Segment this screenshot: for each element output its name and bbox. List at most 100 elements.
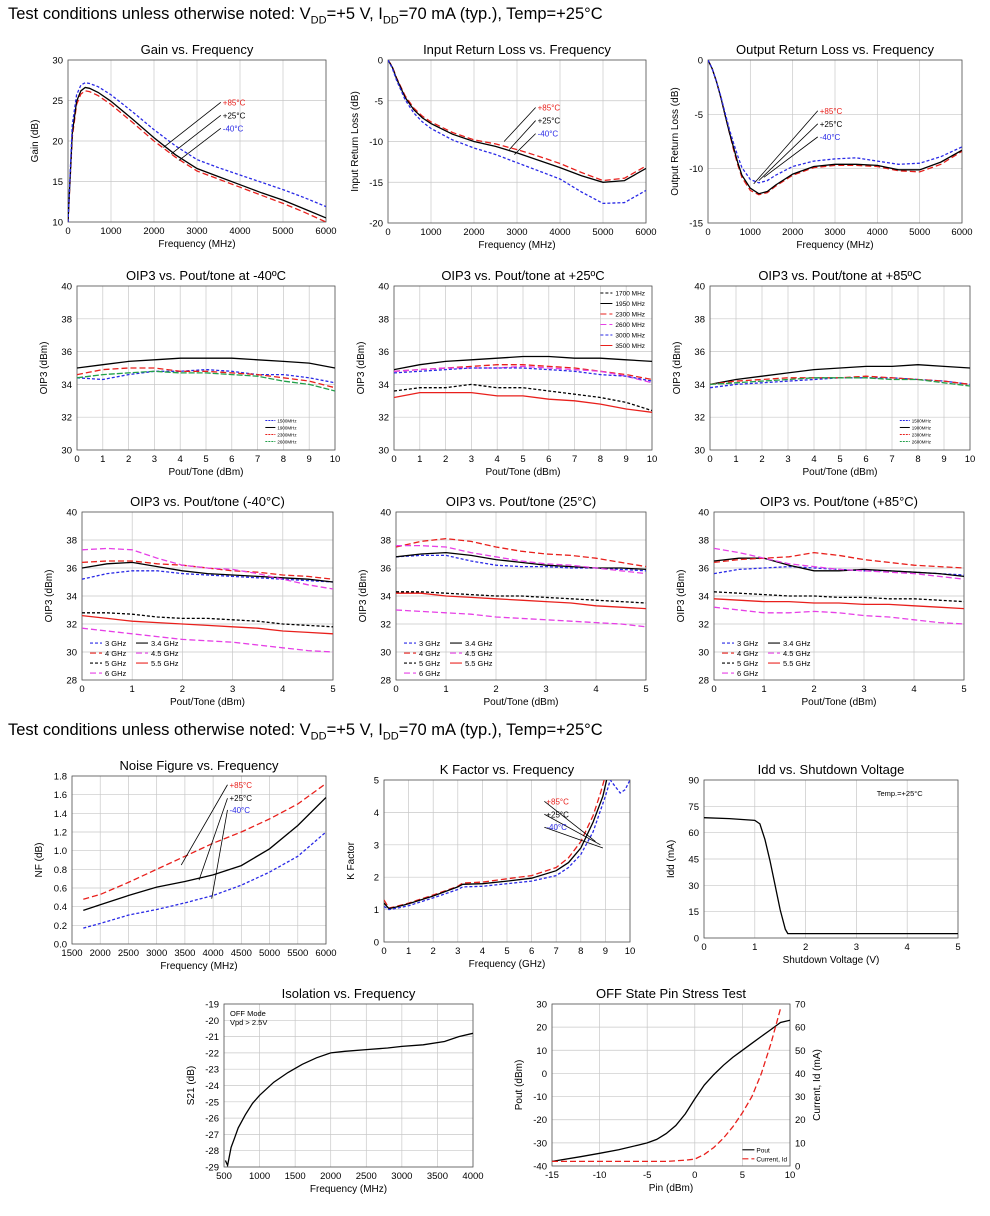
series-line-5	[396, 592, 646, 610]
x-tick-label: 4	[495, 454, 500, 465]
legend-label: 3.4 GHz	[783, 639, 811, 648]
x-tick-label: 3	[455, 946, 460, 957]
y-tick-label: 30	[61, 446, 72, 457]
x-tick-label: 5	[955, 942, 960, 953]
legend-label: 2300 MHz	[615, 312, 645, 319]
chart-title: Output Return Loss vs. Frequency	[736, 42, 934, 57]
y-tick-label: 0.6	[54, 884, 67, 895]
y-tick-label: 2	[374, 873, 379, 884]
x-tick-label: 3	[469, 454, 474, 465]
y-tick-label: 45	[688, 855, 699, 866]
x-tick-label: 3000	[391, 1171, 412, 1182]
gain-vs-frequency-chart: Gain vs. Frequency 0 1000 2000 3000 4000 5000 6…	[30, 42, 337, 250]
x-tick-label: 6	[863, 454, 868, 465]
x-tick-label: 1	[752, 942, 757, 953]
series-line-0	[77, 368, 335, 384]
chart-title: OIP3 vs. Pout/tone (+85°C)	[760, 494, 918, 509]
series-line-0	[388, 60, 646, 182]
annotation-label: Temp.=+25°C	[877, 789, 924, 798]
x-tick-label: 5000	[909, 227, 930, 238]
series-line-1	[388, 60, 646, 183]
y-tick-label: 1.6	[54, 790, 67, 801]
annotation-label: +85°C	[229, 781, 252, 790]
y-tick-label: 34	[698, 592, 709, 603]
x-tick-label: 1000	[740, 227, 761, 238]
x-tick-label: 1	[100, 454, 105, 465]
y2-tick-label: 40	[795, 1069, 806, 1080]
chart-title: Noise Figure vs. Frequency	[120, 758, 279, 773]
legend-label: 5.5 GHz	[465, 659, 493, 668]
y-tick-label: -27	[205, 1130, 219, 1141]
series-line-2	[68, 82, 326, 222]
x-tick-label: 4500	[231, 948, 252, 959]
series-line-1	[708, 60, 962, 195]
x-tick-label: 3	[785, 454, 790, 465]
series-line-3	[77, 370, 335, 392]
x-tick-label: 2000	[90, 948, 111, 959]
y-tick-label: 15	[688, 907, 699, 918]
chart-title: Gain vs. Frequency	[141, 42, 254, 57]
y-axis-label: OIP3 (dBm)	[39, 342, 50, 395]
annotation-leader	[544, 800, 596, 842]
x-tick-label: 5	[330, 684, 335, 695]
x-tick-label: 6	[229, 454, 234, 465]
legend-label: 3 GHz	[737, 639, 759, 648]
y-tick-label: 90	[688, 776, 699, 787]
plot-frame	[551, 1003, 791, 1167]
pin-stress-chart: OFF State Pin Stress Test -15 -10 -5 0 5 10 -40…	[514, 986, 823, 1194]
x-tick-label: 5000	[272, 226, 293, 237]
y-tick-label: 0	[378, 56, 383, 67]
y-tick-label: -5	[375, 96, 383, 107]
x-axis-label: Pout/Tone (dBm)	[170, 697, 245, 708]
series-line-4	[394, 367, 652, 382]
annotation-label: OFF Mode	[230, 1009, 266, 1018]
x-tick-label: 10	[965, 454, 976, 465]
y2-tick-label: 60	[795, 1023, 806, 1034]
x-axis-label: Frequency (MHz)	[160, 961, 237, 972]
legend-label: 3000 MHz	[615, 333, 645, 340]
x-tick-label: 4000	[229, 226, 250, 237]
x-tick-label: 3500	[174, 948, 195, 959]
y-tick-label: -5	[695, 110, 703, 121]
x-tick-label: 10	[785, 1170, 796, 1181]
series-line-1	[384, 780, 608, 910]
y-tick-label: 34	[380, 592, 391, 603]
x-tick-label: 0	[79, 684, 84, 695]
x-axis-label: Pout/Tone (dBm)	[802, 467, 877, 478]
x-tick-label: 1	[417, 454, 422, 465]
series-line-1	[710, 364, 970, 386]
annotation-label: +85°C	[223, 98, 246, 107]
y-tick-label: 30	[536, 1000, 547, 1011]
x-tick-label: 2	[759, 454, 764, 465]
series-line-2	[388, 60, 646, 205]
y-tick-label: -10	[689, 164, 703, 175]
x-tick-label: 4000	[462, 1171, 483, 1182]
x-tick-label: 2	[811, 684, 816, 695]
x-axis-label: Frequency (MHz)	[478, 240, 555, 251]
x-tick-label: 1	[761, 684, 766, 695]
series-line-2	[394, 364, 652, 381]
series-line-1	[396, 551, 646, 571]
x-tick-label: 0	[692, 1170, 697, 1181]
series-line-4	[82, 612, 333, 628]
y-tick-label: -19	[205, 1000, 219, 1011]
x-tick-label: 7	[889, 454, 894, 465]
x-tick-label: 5500	[287, 948, 308, 959]
x-tick-label: 4	[593, 684, 598, 695]
plot-frame	[393, 285, 653, 451]
series-line-0	[394, 383, 652, 412]
x-tick-label: 4	[911, 684, 916, 695]
x-tick-label: 3	[230, 684, 235, 695]
x-axis-label: Shutdown Voltage (V)	[783, 955, 880, 966]
y-tick-label: 38	[61, 314, 72, 325]
annotation-label: -40°C	[546, 823, 567, 832]
y-axis-label: S21 (dB)	[186, 1066, 197, 1105]
x-tick-label: 2000	[320, 1171, 341, 1182]
x-tick-label: 7	[572, 454, 577, 465]
y-tick-label: 3	[374, 840, 379, 851]
x-tick-label: -10	[593, 1170, 607, 1181]
y-tick-label: -20	[205, 1016, 219, 1027]
y-tick-label: 0.2	[54, 921, 67, 932]
legend-label: 2300MHz	[912, 432, 932, 437]
